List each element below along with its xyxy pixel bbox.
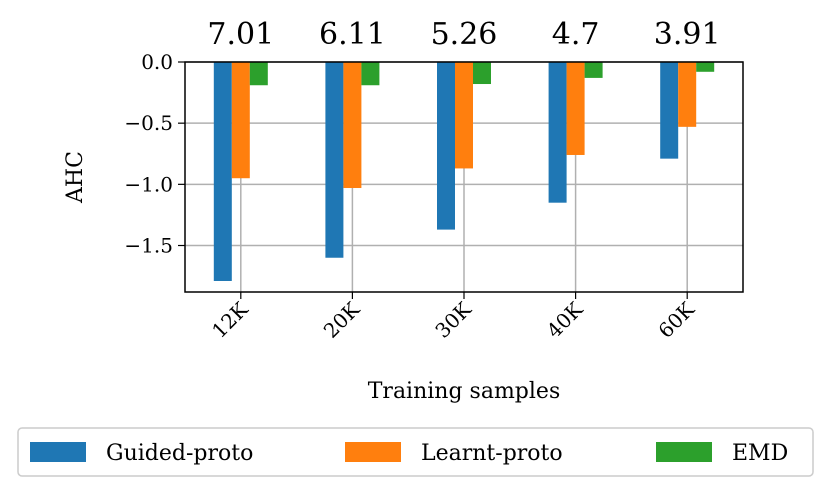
bar-emd bbox=[361, 62, 380, 86]
y-tick-label: −0.5 bbox=[124, 111, 173, 135]
top-annotations: 7.01 6.11 5.26 4.7 3.91 bbox=[207, 17, 720, 52]
legend-label: EMD bbox=[732, 441, 788, 466]
top-annotation: 3.91 bbox=[654, 17, 721, 52]
bar-learnt-proto bbox=[231, 62, 250, 179]
x-axis: 12K 20K 30K 40K 60K bbox=[207, 292, 700, 343]
bar-emd bbox=[696, 62, 715, 72]
bar-emd bbox=[473, 62, 491, 85]
legend-swatch-learnt-proto bbox=[345, 442, 401, 462]
top-annotation: 7.01 bbox=[207, 17, 274, 52]
legend-label: Learnt-proto bbox=[421, 441, 563, 466]
legend-label: Guided-proto bbox=[106, 441, 253, 466]
bar-guided-proto bbox=[325, 62, 344, 258]
top-annotation: 4.7 bbox=[552, 17, 600, 52]
bar-emd bbox=[584, 62, 603, 78]
legend: Guided-proto Learnt-proto EMD bbox=[17, 427, 814, 477]
y-tick-label: −1.0 bbox=[124, 172, 173, 196]
bar-learnt-proto bbox=[566, 62, 585, 155]
y-axis-label: AHC bbox=[63, 151, 88, 204]
legend-frame bbox=[17, 427, 814, 477]
bar-guided-proto bbox=[660, 62, 679, 159]
bar-guided-proto bbox=[213, 62, 232, 281]
bar-emd bbox=[249, 62, 268, 86]
x-tick-label: 20K bbox=[319, 297, 365, 343]
bar-learnt-proto bbox=[343, 62, 362, 189]
bar-guided-proto bbox=[437, 62, 455, 230]
y-axis: 0.0 −0.5 −1.0 −1.5 bbox=[124, 50, 185, 258]
x-tick-label: 60K bbox=[653, 297, 699, 343]
bar-learnt-proto bbox=[455, 62, 473, 169]
bar-learnt-proto bbox=[678, 62, 697, 127]
x-tick-label: 30K bbox=[430, 297, 476, 343]
top-annotation: 5.26 bbox=[431, 17, 498, 52]
y-tick-label: 0.0 bbox=[141, 50, 173, 74]
legend-swatch-emd bbox=[656, 442, 712, 462]
x-tick-label: 40K bbox=[542, 297, 588, 343]
legend-swatch-guided-proto bbox=[30, 442, 86, 462]
x-tick-label: 12K bbox=[207, 297, 253, 343]
bar-guided-proto bbox=[548, 62, 567, 203]
y-tick-label: −1.5 bbox=[124, 234, 173, 258]
top-annotation: 6.11 bbox=[319, 17, 386, 52]
x-axis-label: Training samples bbox=[368, 379, 561, 404]
bars bbox=[213, 62, 715, 281]
